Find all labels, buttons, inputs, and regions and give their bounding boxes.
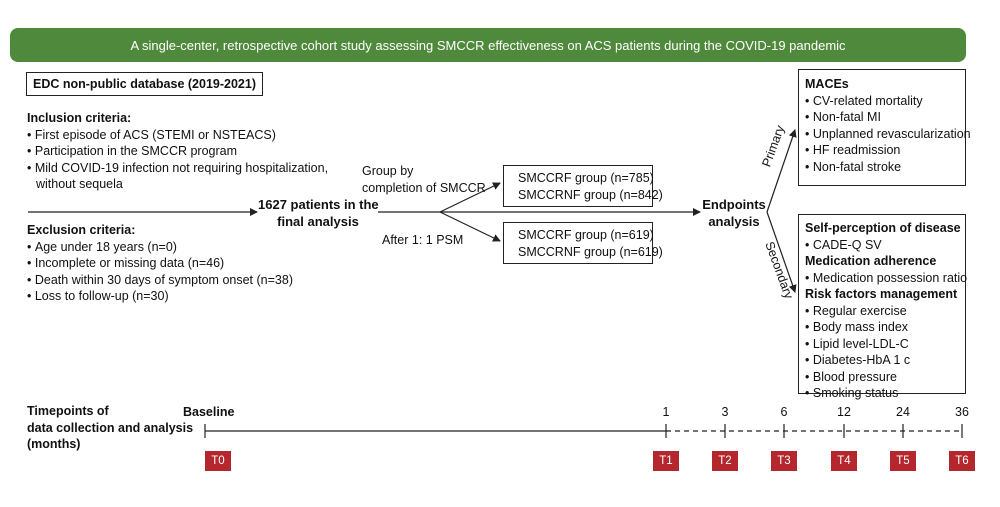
maces-item: Non-fatal MI bbox=[805, 109, 965, 126]
risk-item: Diabetes-HbA 1 c bbox=[805, 352, 965, 369]
group-smccrnf: SMCCRNF group (n=842) bbox=[518, 187, 663, 202]
split-down-arrow bbox=[439, 211, 501, 242]
psm-label: After 1: 1 PSM bbox=[382, 233, 464, 247]
risk-item: Body mass index bbox=[805, 319, 965, 336]
exclusion-criteria: Exclusion criteria: Age under 18 years (… bbox=[27, 222, 293, 305]
medication-heading: Medication adherence bbox=[805, 254, 937, 268]
database-label: EDC non-public database (2019-2021) bbox=[33, 76, 256, 91]
risk-item: Blood pressure bbox=[805, 369, 965, 386]
endpoints-line2: analysis bbox=[708, 213, 760, 229]
medication-item: Medication possession ratio bbox=[805, 270, 967, 287]
endpoints-line1: Endpoints bbox=[702, 197, 766, 212]
groups-before-box: SMCCRF group (n=785) SMCCRNF group (n=84… bbox=[503, 165, 663, 207]
primary-arrow bbox=[766, 129, 797, 213]
patients-label: 1627 patients in the final analysis bbox=[258, 197, 379, 230]
grouping-label: Group by completion of SMCCR bbox=[362, 163, 486, 196]
title-banner: A single-center, retrospective cohort st… bbox=[10, 28, 966, 62]
exclusion-item: Incomplete or missing data (n=46) bbox=[27, 255, 293, 272]
inclusion-item: Participation in the SMCCR program bbox=[27, 143, 328, 160]
maces-item: Non-fatal stroke bbox=[805, 159, 965, 176]
month-label-1: 1 bbox=[662, 405, 670, 419]
timeline-label-line3: (months) bbox=[27, 437, 81, 451]
timeline-label: Timepoints of data collection and analys… bbox=[27, 403, 193, 453]
month-label-12: 12 bbox=[837, 405, 851, 419]
timeline-label-line1: Timepoints of bbox=[27, 404, 109, 418]
group-smccrnf-psm: SMCCRNF group (n=619) bbox=[518, 244, 663, 259]
risk-item: Smoking status bbox=[805, 385, 965, 402]
split-up-arrow bbox=[439, 182, 501, 213]
timepoint-tag-t1: T1 bbox=[653, 451, 679, 471]
maces-item: CV-related mortality bbox=[805, 93, 965, 110]
maces-heading: MACEs bbox=[805, 77, 849, 91]
baseline-label: Baseline bbox=[183, 405, 235, 419]
secondary-arrow bbox=[766, 211, 797, 293]
month-label-3: 3 bbox=[721, 405, 729, 419]
group-smccrf: SMCCRF group (n=785) bbox=[518, 171, 654, 185]
maces-item: Unplanned revascularization bbox=[805, 126, 971, 143]
inclusion-item-continued: without sequela bbox=[36, 177, 123, 191]
self-perception-heading: Self-perception of disease bbox=[805, 221, 961, 235]
self-perception-item: CADE-Q SV bbox=[805, 237, 965, 254]
risk-item: Regular exercise bbox=[805, 303, 965, 320]
risk-heading: Risk factors management bbox=[805, 287, 958, 301]
timepoint-tag-t4: T4 bbox=[831, 451, 857, 471]
groups-after-box: SMCCRF group (n=619) SMCCRNF group (n=61… bbox=[503, 222, 663, 264]
timepoint-tag-t3: T3 bbox=[771, 451, 797, 471]
timepoint-tag-t5: T5 bbox=[890, 451, 916, 471]
maces-box: MACEs CV-related mortality Non-fatal MI … bbox=[798, 69, 971, 186]
exclusion-item: Death within 30 days of symptom onset (n… bbox=[27, 272, 293, 289]
inclusion-item: First episode of ACS (STEMI or NSTEACS) bbox=[27, 127, 328, 144]
patients-line1: 1627 patients in the bbox=[258, 197, 379, 212]
endpoints-label: Endpoints analysis bbox=[702, 197, 766, 230]
inclusion-criteria: Inclusion criteria: First episode of ACS… bbox=[27, 110, 328, 193]
timepoint-tag-t2: T2 bbox=[712, 451, 738, 471]
database-box: EDC non-public database (2019-2021) bbox=[26, 72, 263, 96]
timeline-label-line2: data collection and analysis bbox=[27, 420, 194, 435]
timepoint-tag-t0: T0 bbox=[205, 451, 231, 471]
exclusion-item: Loss to follow-up (n=30) bbox=[27, 288, 293, 305]
maces-item: HF readmission bbox=[805, 142, 965, 159]
month-label-6: 6 bbox=[780, 405, 788, 419]
inclusion-heading: Inclusion criteria: bbox=[27, 111, 132, 125]
risk-item: Lipid level-LDL-C bbox=[805, 336, 965, 353]
exclusion-item: Age under 18 years (n=0) bbox=[27, 239, 293, 256]
patients-line2: final analysis bbox=[277, 213, 359, 229]
inclusion-item: Mild COVID-19 infection not requiring ho… bbox=[27, 160, 328, 177]
timepoint-tag-t6: T6 bbox=[949, 451, 975, 471]
month-label-36: 36 bbox=[955, 405, 969, 419]
group-smccrf-psm: SMCCRF group (n=619) bbox=[518, 228, 654, 242]
secondary-endpoints-box: Self-perception of disease CADE-Q SV Med… bbox=[798, 214, 967, 400]
month-label-24: 24 bbox=[896, 405, 910, 419]
grouping-line1: Group by bbox=[362, 164, 414, 178]
exclusion-heading: Exclusion criteria: bbox=[27, 223, 136, 237]
grouping-line2: completion of SMCCR bbox=[362, 180, 486, 195]
